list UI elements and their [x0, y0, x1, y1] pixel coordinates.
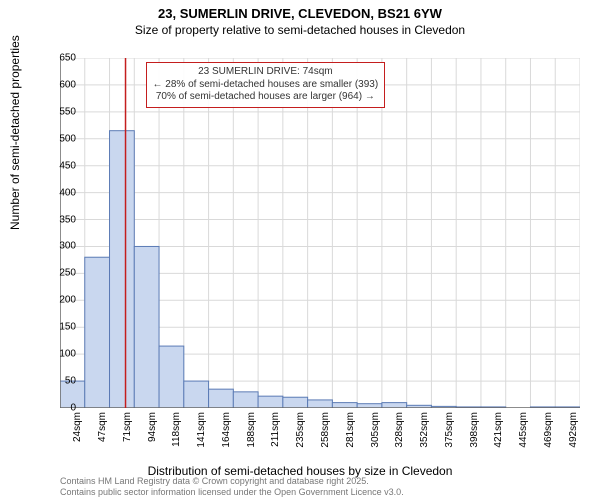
x-tick-label: 71sqm — [122, 412, 133, 442]
y-tick-label: 50 — [65, 376, 76, 387]
histogram-bar — [283, 397, 308, 408]
x-tick-label: 211sqm — [270, 412, 281, 447]
histogram-bar — [258, 396, 283, 408]
histogram-bar — [85, 257, 110, 408]
chart-title: 23, SUMERLIN DRIVE, CLEVEDON, BS21 6YW — [0, 0, 600, 23]
x-tick-label: 305sqm — [370, 412, 381, 448]
histogram-bar — [382, 403, 407, 408]
chart-subtitle: Size of property relative to semi-detach… — [0, 23, 600, 39]
footer-line-1: Contains HM Land Registry data © Crown c… — [60, 476, 404, 487]
x-tick-label: 421sqm — [493, 412, 504, 448]
x-tick-label: 352sqm — [419, 412, 430, 448]
footer-attribution: Contains HM Land Registry data © Crown c… — [60, 476, 404, 498]
x-tick-label: 94sqm — [147, 412, 158, 442]
y-tick-label: 250 — [59, 268, 76, 279]
histogram-bar — [233, 392, 258, 408]
x-tick-label: 492sqm — [568, 412, 579, 448]
x-tick-label: 235sqm — [295, 412, 306, 448]
histogram-bar — [308, 400, 333, 408]
y-tick-label: 650 — [59, 53, 76, 64]
y-tick-label: 550 — [59, 106, 76, 117]
histogram-bar — [332, 403, 357, 408]
histogram-bar — [134, 246, 159, 408]
x-tick-label: 188sqm — [246, 412, 257, 448]
plot-area: 23 SUMERLIN DRIVE: 74sqm ← 28% of semi-d… — [60, 58, 580, 408]
y-tick-label: 400 — [59, 187, 76, 198]
y-tick-label: 350 — [59, 214, 76, 225]
x-tick-label: 445sqm — [518, 412, 529, 448]
annotation-line-2: ← 28% of semi-detached houses are smalle… — [153, 79, 379, 92]
histogram-bar — [159, 346, 184, 408]
x-tick-label: 375sqm — [444, 412, 455, 448]
title-line-1: 23, SUMERLIN DRIVE, CLEVEDON, BS21 6YW — [158, 6, 442, 21]
y-tick-label: 100 — [59, 349, 76, 360]
histogram-bar — [184, 381, 209, 408]
x-tick-label: 141sqm — [196, 412, 207, 448]
y-axis-label: Number of semi-detached properties — [8, 35, 22, 230]
y-tick-label: 300 — [59, 241, 76, 252]
y-tick-label: 500 — [59, 133, 76, 144]
annotation-line-1: 23 SUMERLIN DRIVE: 74sqm — [153, 66, 379, 79]
x-tick-label: 47sqm — [97, 412, 108, 442]
x-tick-label: 24sqm — [72, 412, 83, 442]
y-tick-label: 150 — [59, 322, 76, 333]
x-tick-label: 281sqm — [345, 412, 356, 448]
x-tick-label: 398sqm — [469, 412, 480, 448]
chart-container: 23, SUMERLIN DRIVE, CLEVEDON, BS21 6YW S… — [0, 0, 600, 500]
x-tick-label: 258sqm — [320, 412, 331, 448]
y-tick-label: 450 — [59, 160, 76, 171]
x-tick-label: 328sqm — [394, 412, 405, 448]
y-tick-label: 200 — [59, 295, 76, 306]
footer-line-2: Contains public sector information licen… — [60, 487, 404, 498]
annotation-line-3: 70% of semi-detached houses are larger (… — [153, 91, 379, 104]
y-tick-label: 600 — [59, 79, 76, 90]
x-tick-label: 164sqm — [221, 412, 232, 448]
histogram-bar — [209, 389, 234, 408]
histogram-svg — [60, 58, 580, 408]
histogram-bar — [110, 131, 135, 408]
x-tick-label: 469sqm — [543, 412, 554, 448]
x-tick-label: 118sqm — [171, 412, 182, 447]
annotation-callout: 23 SUMERLIN DRIVE: 74sqm ← 28% of semi-d… — [146, 62, 386, 108]
